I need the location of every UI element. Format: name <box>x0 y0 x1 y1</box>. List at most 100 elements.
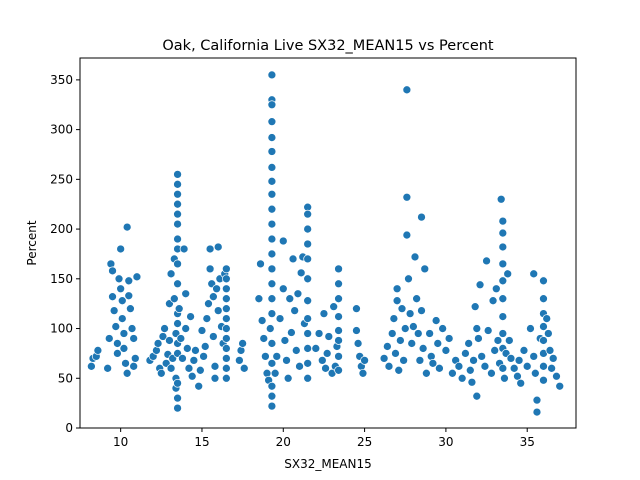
scatter-point <box>282 356 291 365</box>
scatter-point <box>448 368 457 378</box>
scatter-point <box>267 309 277 318</box>
scatter-point <box>259 334 269 343</box>
scatter-point <box>176 334 186 343</box>
scatter-point <box>303 239 313 249</box>
scatter-point <box>222 324 231 333</box>
scatter-point <box>213 306 223 315</box>
scatter-point <box>113 349 122 358</box>
scatter-point <box>334 365 343 375</box>
scatter-point <box>303 209 313 219</box>
scatter-point <box>319 309 329 318</box>
scatter-point <box>267 204 277 214</box>
scatter-point <box>267 249 277 259</box>
scatter-point <box>324 332 334 341</box>
scatter-point <box>116 244 126 254</box>
scatter-point <box>493 336 503 345</box>
scatter-point <box>405 309 415 318</box>
scatter-point <box>444 334 454 343</box>
scatter-point <box>431 316 441 325</box>
scatter-point <box>114 274 124 284</box>
scatter-point <box>209 292 218 302</box>
scatter-point <box>287 328 296 337</box>
scatter-point <box>402 230 412 240</box>
scatter-point <box>265 324 275 333</box>
scatter-point <box>498 242 508 252</box>
scatter-point <box>93 346 103 355</box>
scatter-point <box>222 284 231 294</box>
scatter-point <box>522 361 532 371</box>
scatter-point <box>321 363 330 373</box>
scatter-point <box>204 299 213 309</box>
scatter-point <box>108 266 117 276</box>
scatter-point <box>487 368 496 378</box>
scatter-point <box>402 85 412 95</box>
scatter-point <box>222 274 231 284</box>
scatter-point <box>545 346 555 355</box>
scatter-point <box>174 304 184 313</box>
scatter-point <box>213 242 223 252</box>
scatter-point <box>111 322 121 331</box>
scatter-point <box>179 244 189 254</box>
scatter-point <box>108 292 117 302</box>
scatter-point <box>222 363 231 373</box>
scatter-point <box>278 236 288 246</box>
scatter-point <box>334 326 343 335</box>
scatter-point <box>124 291 134 301</box>
scatter-point <box>303 344 313 353</box>
scatter-point <box>498 276 508 286</box>
scatter-point <box>392 296 402 306</box>
scatter-point <box>87 361 96 371</box>
scatter-point <box>519 346 529 355</box>
scatter-point <box>238 339 247 348</box>
scatter-point <box>129 361 139 371</box>
scatter-point <box>500 373 509 383</box>
scatter-point <box>275 314 285 323</box>
scatter-point <box>465 365 475 375</box>
scatter-point <box>267 219 277 229</box>
scatter-point <box>469 356 478 365</box>
chart-title: Oak, California Live SX32_MEAN15 vs Perc… <box>162 38 494 54</box>
x-tick-label: 25 <box>357 435 372 449</box>
scatter-point <box>117 314 127 323</box>
scatter-point <box>555 381 565 391</box>
scatter-point <box>222 264 231 274</box>
scatter-point <box>358 368 368 378</box>
scatter-point <box>467 377 477 387</box>
scatter-point <box>256 259 265 269</box>
scatter-point <box>129 334 139 343</box>
scatter-point <box>122 222 132 232</box>
scatter-point <box>322 349 332 358</box>
scatter-point <box>417 212 426 222</box>
x-axis-ticks: 10 15 20 25 30 35 <box>113 428 535 449</box>
scatter-point <box>435 363 444 373</box>
scatter-point <box>532 407 542 417</box>
scatter-point <box>272 352 282 361</box>
scatter-point <box>470 302 480 312</box>
scatter-point <box>116 284 126 294</box>
scatter-point <box>303 329 313 338</box>
scatter-point <box>130 354 140 363</box>
scatter-point <box>127 324 137 333</box>
scatter-point <box>425 329 434 338</box>
scatter-point <box>283 373 293 383</box>
scatter-point <box>173 403 182 413</box>
scatter-point <box>379 354 389 363</box>
scatter-point <box>303 224 313 234</box>
y-axis-label: Percent <box>25 220 39 265</box>
scatter-point <box>397 304 407 313</box>
scatter-point <box>461 349 470 358</box>
scatter-point <box>267 176 277 186</box>
scatter-point <box>539 336 548 345</box>
scatter-point <box>303 359 313 368</box>
scatter-point <box>504 336 514 345</box>
scatter-point <box>261 352 270 361</box>
scatter-point <box>417 306 426 315</box>
scatter-point <box>409 322 418 331</box>
scatter-point <box>548 354 558 363</box>
scatter-point <box>173 179 182 189</box>
scatter-point <box>189 356 199 365</box>
scatter-point <box>173 219 182 229</box>
scatter-point <box>413 329 423 338</box>
scatter-point <box>257 316 267 325</box>
scatter-point <box>181 324 191 333</box>
